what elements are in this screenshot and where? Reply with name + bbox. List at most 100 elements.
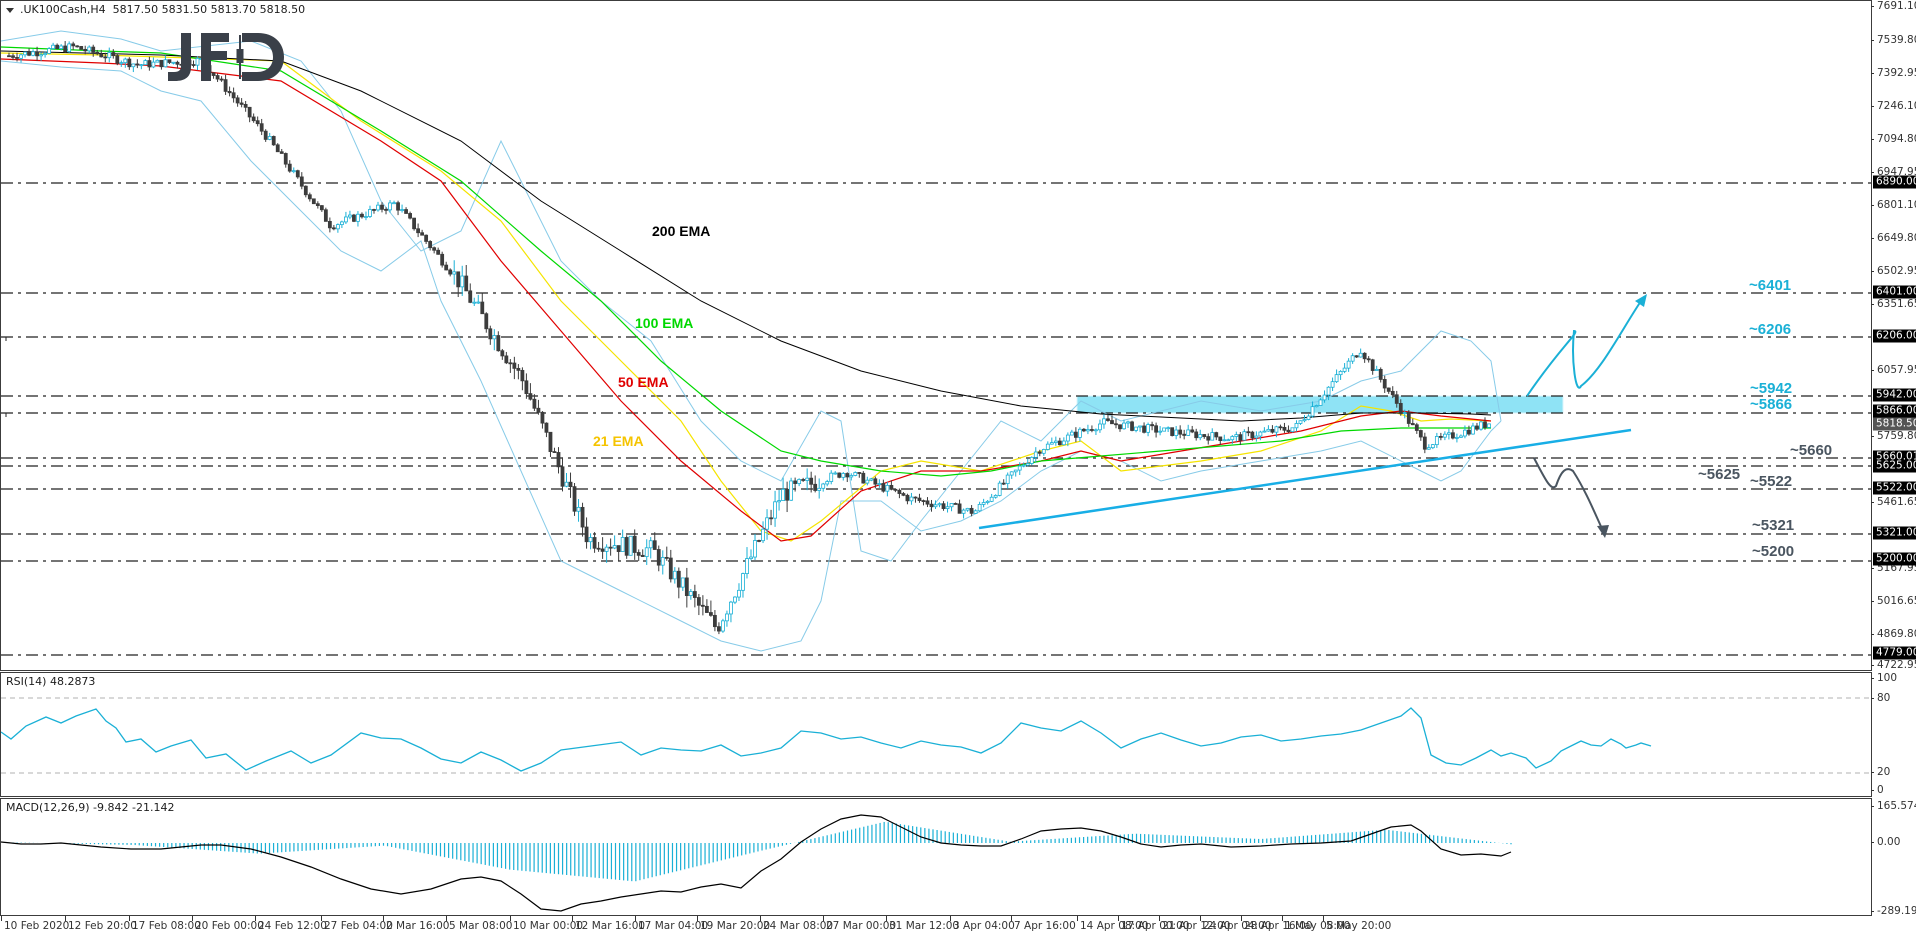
time-axis[interactable]: 10 Feb 2020 12 Feb 20:00 17 Feb 08:00 20… bbox=[0, 916, 1872, 936]
price-tag-4779: 4779.00 bbox=[1873, 646, 1916, 660]
time-tick-label: 21 Apr 12:00 bbox=[1158, 916, 1231, 932]
macd-canvas bbox=[1, 814, 1512, 912]
level-label-5200: ~5200 bbox=[1752, 543, 1795, 560]
time-tick-label: 7 Apr 16:00 bbox=[1011, 916, 1076, 932]
bear-arrowhead-icon bbox=[1597, 525, 1609, 538]
macd-signal-line bbox=[1, 814, 1512, 912]
rsi-line bbox=[1, 707, 1652, 772]
time-tick-label: 19 Mar 20:00 bbox=[696, 916, 771, 932]
time-tick-label: 20 Feb 00:00 bbox=[192, 916, 264, 932]
price-tag-5625: 5625.00 bbox=[1873, 459, 1916, 473]
ema-21-line bbox=[1, 52, 1492, 542]
axis-tick-label: 6057.95 bbox=[1870, 364, 1916, 376]
time-tick-label: 3 Apr 04:00 bbox=[950, 916, 1015, 932]
level-label-5866: ~5866 bbox=[1750, 396, 1793, 413]
price-tag-5866: 5866.00 bbox=[1873, 404, 1916, 418]
time-tick-label: 1 May 08:00 bbox=[1281, 916, 1351, 932]
axis-tick-label: 7691.10 bbox=[1870, 0, 1916, 12]
axis-tick-label: 6947.95 bbox=[1870, 166, 1916, 178]
axis-tick-label: 7539.80 bbox=[1870, 34, 1916, 46]
axis-tick-label: 7392.95 bbox=[1870, 67, 1916, 79]
axis-tick-label: 0.00 bbox=[1870, 836, 1900, 848]
macd-histogram bbox=[8, 821, 1512, 882]
axis-tick-label: -289.19 bbox=[1871, 905, 1916, 917]
level-label-5321: ~5321 bbox=[1752, 517, 1795, 534]
bull-scenario-arrow bbox=[1526, 300, 1642, 397]
level-label-5625: ~5625 bbox=[1698, 466, 1741, 483]
time-tick-label: 24 Apr 04:00 bbox=[1199, 916, 1272, 932]
level-label-6206: ~6206 bbox=[1749, 321, 1792, 338]
time-tick-label: 27 Feb 04:00 bbox=[321, 916, 393, 932]
price-axis[interactable]: 7691.10 7539.80 7392.95 7246.10 7094.80 … bbox=[1870, 0, 1916, 671]
ema-50-label: 50 EMA bbox=[618, 374, 669, 390]
level-label-6401: ~6401 bbox=[1749, 277, 1792, 294]
ema-50-line bbox=[1, 58, 1492, 542]
jfd-logo: JFD bbox=[167, 31, 287, 83]
macd-panel[interactable]: MACD(12,26,9) -9.842 -21.142 bbox=[0, 798, 1872, 916]
time-tick-label: 10 Feb 2020 bbox=[0, 916, 70, 932]
time-tick-label: 12 Feb 20:00 bbox=[65, 916, 137, 932]
price-tag-5321: 5321.00 bbox=[1873, 526, 1916, 540]
axis-tick-label: 5759.80 bbox=[1870, 430, 1916, 442]
ohlc-values: 5817.50 5831.50 5813.70 5818.50 bbox=[112, 3, 306, 16]
axis-tick-label: 100 bbox=[1870, 672, 1897, 684]
rsi-title: RSI(14) 48.2873 bbox=[6, 675, 96, 688]
time-tick-label: 24 Mar 08:00 bbox=[759, 916, 834, 932]
time-tick-label: 24 Feb 12:00 bbox=[255, 916, 327, 932]
axis-tick-label: 80 bbox=[1870, 692, 1890, 704]
bollinger-bands bbox=[1, 30, 1502, 652]
axis-tick-label: 6351.65 bbox=[1870, 298, 1916, 310]
time-tick-label: 12 Mar 16:00 bbox=[571, 916, 646, 932]
price-tag-5200: 5200.00 bbox=[1873, 552, 1916, 566]
time-tick-label: 10 Mar 00:00 bbox=[509, 916, 584, 932]
time-tick-label: 5 May 20:00 bbox=[1322, 916, 1392, 932]
time-tick-label: 17 Feb 08:00 bbox=[129, 916, 201, 932]
axis-tick-label: 7246.10 bbox=[1870, 100, 1916, 112]
horizontal-levels bbox=[1, 182, 1873, 656]
rsi-canvas bbox=[1, 697, 1873, 774]
axis-tick-label: 6649.80 bbox=[1870, 232, 1916, 244]
macd-axis[interactable]: 165.574 0.00 -289.19 bbox=[1870, 798, 1916, 917]
axis-tick-label: 7094.80 bbox=[1870, 133, 1916, 145]
axis-tick-label: 6801.10 bbox=[1870, 199, 1916, 211]
ema-100-line bbox=[1, 46, 1491, 477]
ema-100-label: 100 EMA bbox=[635, 315, 694, 331]
level-label-5942: ~5942 bbox=[1750, 380, 1793, 397]
price-tag-6890: 6890.00 bbox=[1873, 175, 1916, 189]
ema-200-line bbox=[1, 50, 1492, 422]
time-tick-label: 17 Apr 00:00 bbox=[1117, 916, 1190, 932]
rsi-axis[interactable]: 100 80 20 0 bbox=[1870, 672, 1916, 797]
axis-tick-label: 4722.95 bbox=[1870, 659, 1916, 671]
price-tag-6401: 6401.00 bbox=[1873, 285, 1916, 299]
bull-arrowhead-icon bbox=[1635, 294, 1647, 307]
axis-tick-label: 20 bbox=[1870, 766, 1890, 778]
rsi-panel[interactable]: RSI(14) 48.2873 bbox=[0, 672, 1873, 797]
price-chart-canvas bbox=[1, 30, 1873, 656]
time-tick-label: 27 Mar 00:00 bbox=[822, 916, 897, 932]
axis-tick-label: 5016.65 bbox=[1870, 595, 1916, 607]
axis-tick-label: 165.574 bbox=[1870, 800, 1916, 812]
ema-21-label: 21 EMA bbox=[593, 433, 644, 449]
price-tag-6206: 6206.00 bbox=[1873, 329, 1916, 343]
level-label-5522: ~5522 bbox=[1750, 473, 1793, 490]
time-tick-label: 14 Apr 08:00 bbox=[1076, 916, 1149, 932]
uptrend-line bbox=[978, 428, 1632, 530]
price-tag-5942: 5942.00 bbox=[1873, 388, 1916, 402]
current-price-tag: 5818.50 bbox=[1873, 417, 1916, 431]
time-tick-label: 17 Mar 04:00 bbox=[634, 916, 709, 932]
price-chart-panel[interactable]: .UK100Cash,H4 5817.50 5831.50 5813.70 58… bbox=[0, 0, 1873, 671]
axis-tick-label: 6502.95 bbox=[1870, 265, 1916, 277]
axis-tick-label: 5461.65 bbox=[1870, 496, 1916, 508]
symbol-header: .UK100Cash,H4 5817.50 5831.50 5813.70 58… bbox=[6, 3, 305, 16]
time-tick-label: 28 Apr 16:00 bbox=[1240, 916, 1313, 932]
axis-tick-label: 4869.80 bbox=[1870, 628, 1916, 640]
macd-title: MACD(12,26,9) -9.842 -21.142 bbox=[6, 801, 175, 814]
ema-200-label: 200 EMA bbox=[652, 223, 711, 239]
axis-tick-label: 0 bbox=[1871, 784, 1884, 796]
symbol-title: .UK100Cash,H4 bbox=[20, 3, 106, 16]
time-tick-label: 2 Mar 16:00 bbox=[382, 916, 450, 932]
time-tick-label: 31 Mar 12:00 bbox=[885, 916, 960, 932]
level-label-5660: ~5660 bbox=[1790, 442, 1833, 459]
time-tick-label: 5 Mar 08:00 bbox=[445, 916, 513, 932]
collapse-triangle-icon[interactable] bbox=[6, 7, 14, 13]
